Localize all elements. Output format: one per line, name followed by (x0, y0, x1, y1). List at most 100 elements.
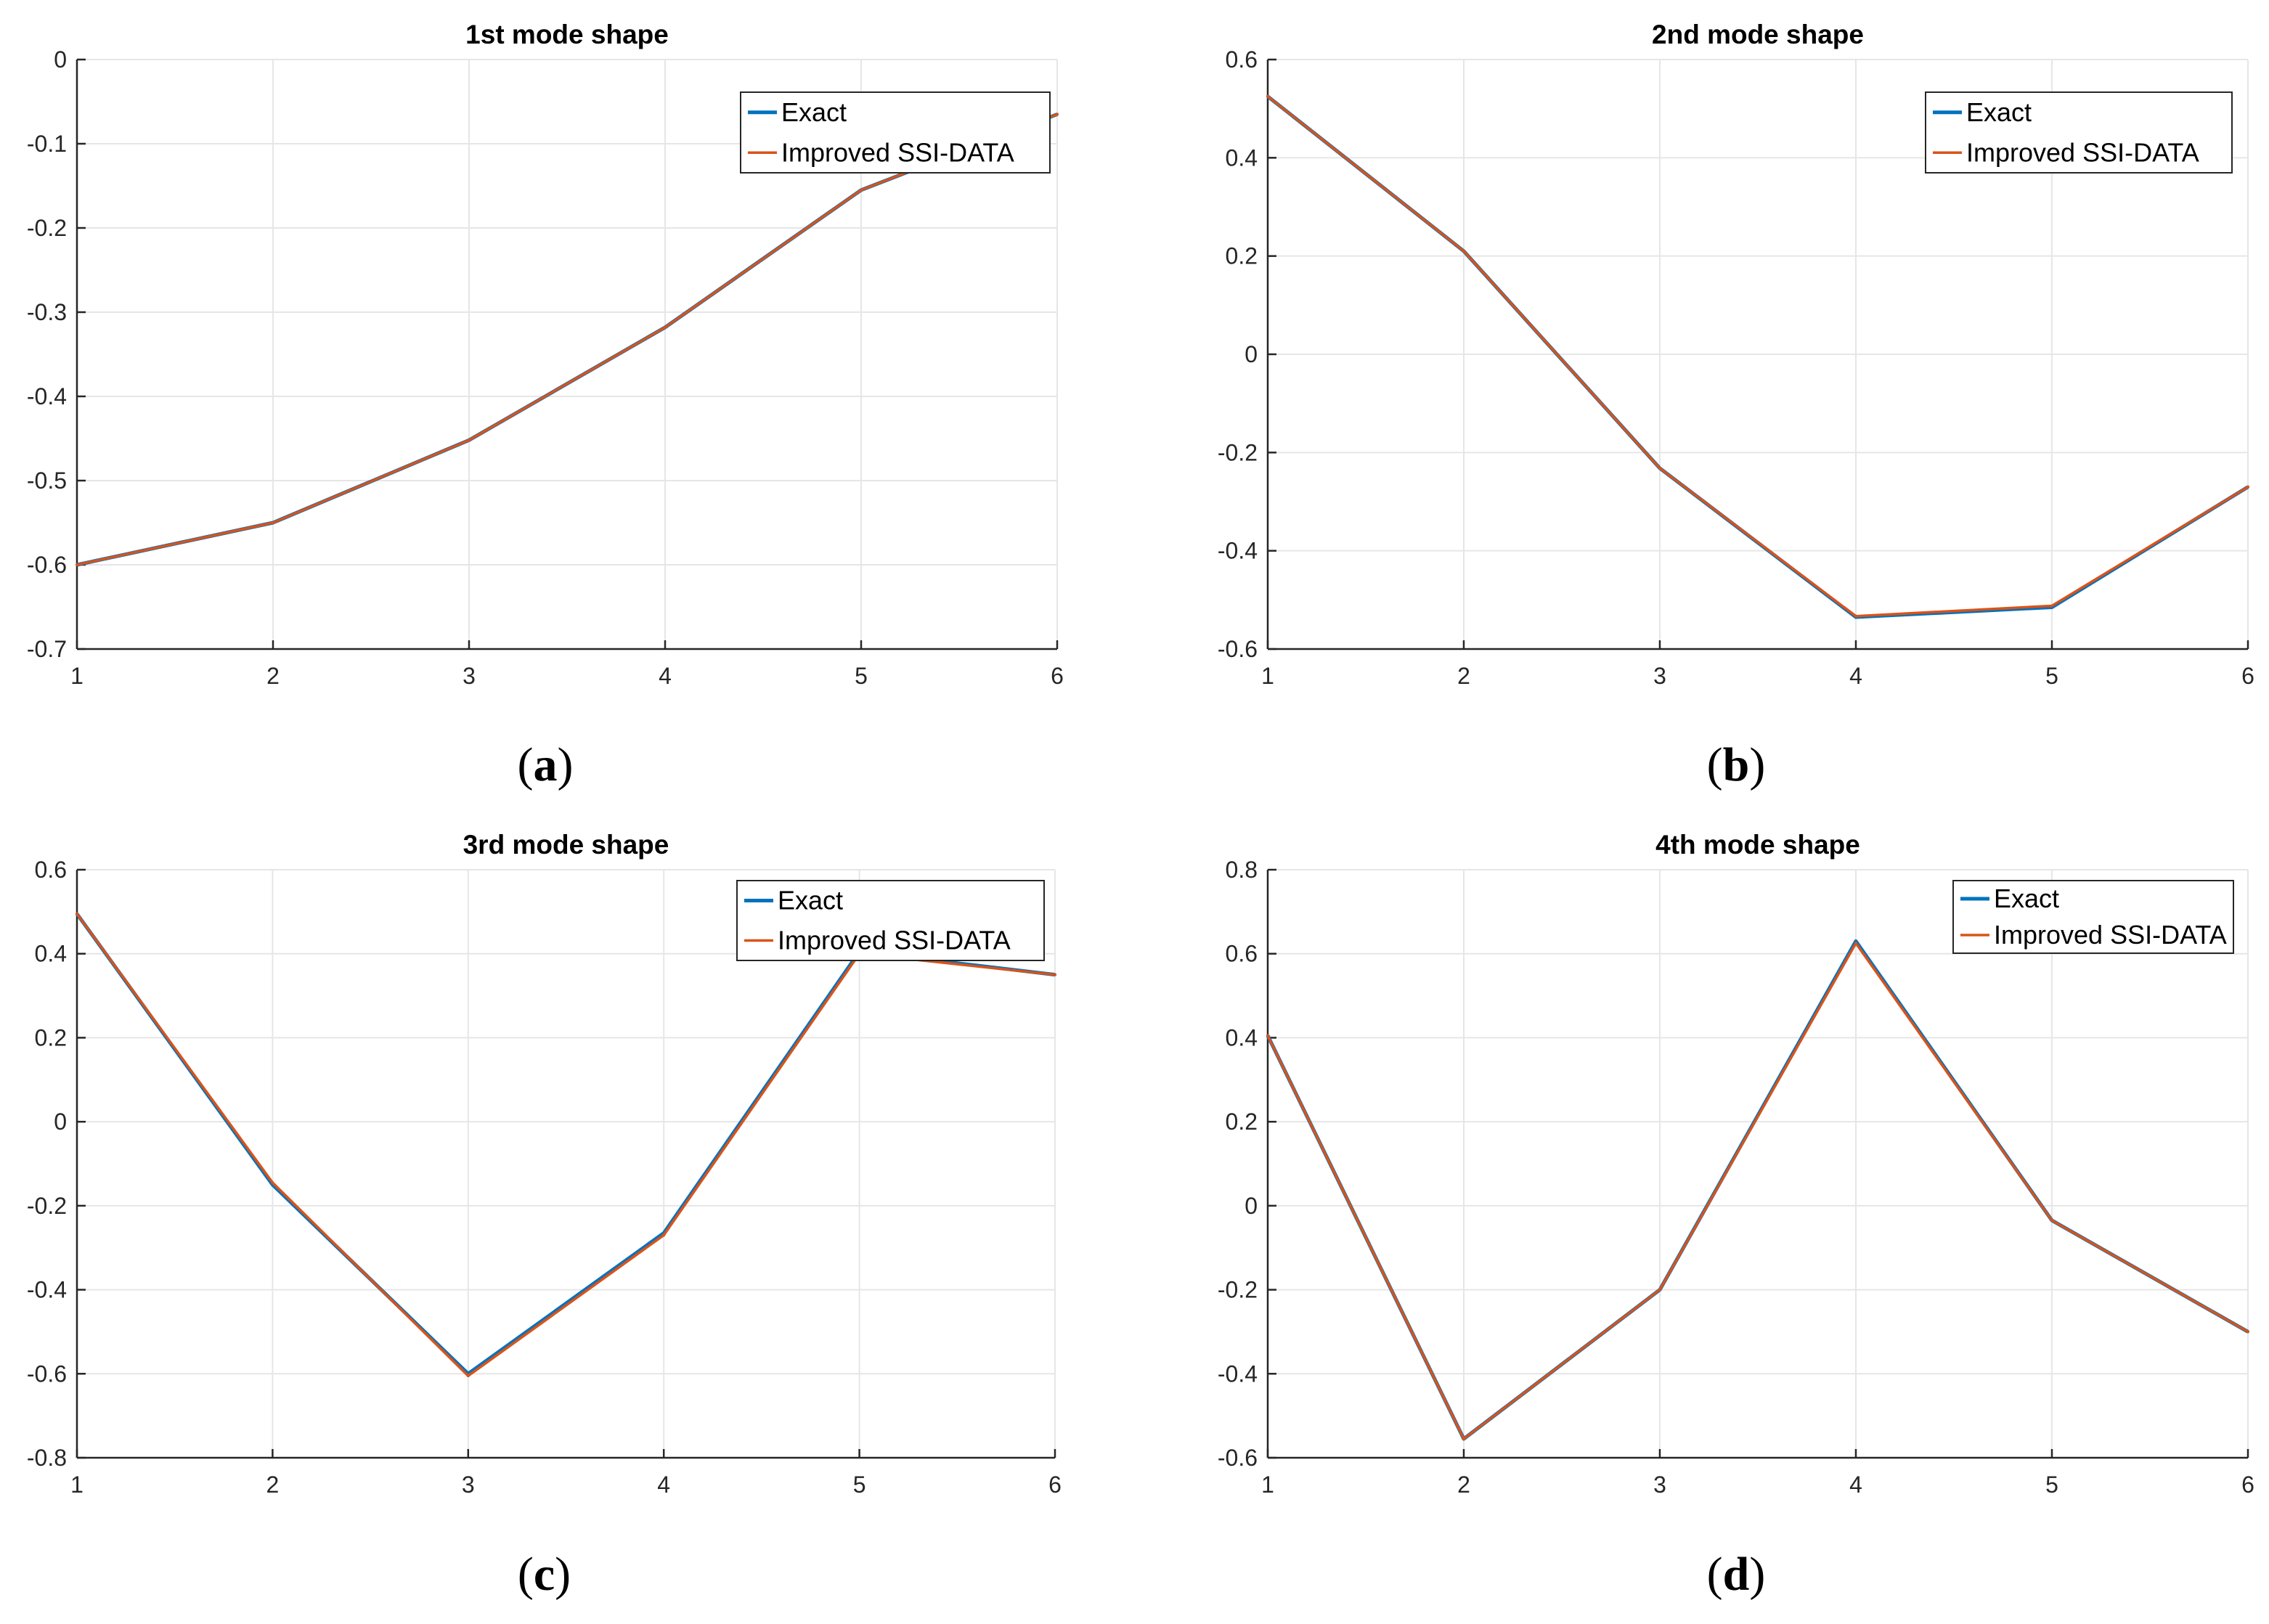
y-tick-label: -0.4 (27, 383, 67, 409)
x-tick-label: 6 (2241, 1472, 2254, 1498)
legend-box (1952, 880, 2234, 954)
y-tick-label: -0.2 (27, 1193, 67, 1219)
y-tick-label: -0.2 (1218, 439, 1258, 465)
data-point-improved (1266, 1034, 1269, 1037)
chart-title: 2nd mode shape (1652, 20, 1864, 49)
panel-caption: (d) (1707, 1548, 1766, 1601)
y-tick-label: -0.2 (1218, 1277, 1258, 1303)
data-point-improved (662, 1233, 666, 1237)
x-tick-label: 4 (1849, 663, 1862, 689)
y-tick-label: -0.8 (27, 1445, 67, 1471)
y-tick-label: 0 (54, 46, 67, 73)
caption-paren-close: ) (555, 1548, 571, 1601)
data-point-improved (76, 912, 78, 915)
series-line-improved (1266, 942, 2249, 1440)
y-tick-label: -0.7 (27, 636, 67, 662)
data-point-improved (1854, 942, 1857, 945)
y-tick-label: -0.1 (27, 131, 67, 157)
panel-caption: (a) (518, 738, 574, 791)
x-tick-label: 3 (463, 663, 476, 689)
series-line-exact (1266, 94, 2249, 619)
series-line-improved (76, 113, 1058, 566)
legend-label-exact: Exact (1994, 884, 2059, 913)
caption-paren-open: ( (518, 1548, 534, 1601)
x-tick-label: 6 (2241, 663, 2254, 689)
y-tick-label: 0.2 (1226, 1109, 1258, 1135)
caption-letter: d (1723, 1548, 1750, 1601)
data-point-improved (1056, 113, 1059, 116)
x-tick-label: 4 (657, 1472, 670, 1498)
legend-label-improved: Improved SSI-DATA (1966, 137, 2199, 167)
y-tick-label: 0 (1245, 1193, 1258, 1219)
x-tick-label: 5 (2045, 1472, 2058, 1498)
data-point-improved (1462, 249, 1465, 253)
data-point-improved (272, 521, 274, 524)
caption-letter: a (534, 738, 558, 791)
chart-title: 4th mode shape (1655, 830, 1860, 860)
series-line-improved (76, 913, 1056, 1377)
data-point-improved (1054, 973, 1056, 976)
y-tick-label: -0.4 (1218, 538, 1258, 564)
x-tick-label: 1 (1261, 1472, 1274, 1498)
data-point-improved (76, 563, 78, 566)
legend: Exact Improved SSI-DATA (1925, 91, 2233, 174)
data-point-exact (1854, 939, 1857, 943)
data-point-improved (1658, 1288, 1661, 1292)
x-tick-label: 2 (266, 1472, 280, 1498)
data-point-improved (1462, 1437, 1465, 1440)
legend: Exact Improved SSI-DATA (740, 91, 1051, 174)
x-tick-label: 3 (462, 1472, 475, 1498)
x-tick-label: 5 (853, 1472, 866, 1498)
data-point-improved (2050, 1219, 2053, 1223)
x-tick-label: 1 (70, 1472, 83, 1498)
legend-label-exact: Exact (778, 886, 843, 915)
data-point-improved (2246, 485, 2249, 489)
legend-label-improved: Improved SSI-DATA (778, 926, 1011, 955)
data-point-improved (1266, 94, 1269, 98)
data-point-improved (466, 1374, 470, 1378)
legend-box (736, 880, 1045, 961)
panel-caption: (b) (1707, 738, 1766, 791)
y-tick-label: -0.6 (27, 552, 67, 578)
y-tick-label: -0.6 (1218, 636, 1258, 662)
series-line-exact (76, 113, 1058, 567)
caption-paren-close: ) (558, 738, 574, 791)
x-tick-label: 6 (1048, 1472, 1062, 1498)
chart-title: 1st mode shape (465, 20, 669, 49)
caption-paren-open: ( (518, 738, 534, 791)
y-tick-label: 0.2 (35, 1024, 67, 1050)
legend: Exact Improved SSI-DATA (736, 880, 1045, 961)
y-tick-label: -0.4 (1218, 1360, 1258, 1387)
y-tick-label: -0.3 (27, 299, 67, 325)
x-tick-label: 3 (1653, 1472, 1666, 1498)
data-point-improved (1658, 466, 1661, 470)
y-tick-label: 0 (1245, 341, 1258, 367)
y-tick-label: -0.6 (1218, 1445, 1258, 1471)
chart-title: 3rd mode shape (463, 830, 669, 860)
y-tick-label: 0.4 (35, 941, 67, 967)
data-point-improved (2246, 1330, 2249, 1334)
y-tick-label: -0.4 (27, 1277, 67, 1303)
legend-box (740, 91, 1051, 174)
y-tick-label: 0.2 (1226, 243, 1258, 269)
caption-letter: b (1723, 738, 1750, 791)
x-tick-label: 3 (1653, 663, 1666, 689)
x-tick-label: 6 (1051, 663, 1064, 689)
series-line-improved (1266, 95, 2249, 618)
caption-paren-close: ) (1749, 738, 1765, 791)
chart-panel-b: -0.6 -0.4 -0.2 0 0.2 0.4 0.6 1 2 3 4 5 6 2nd mode sha… (1218, 20, 2254, 791)
data-point-improved (468, 438, 470, 442)
y-tick-label: 0.6 (1226, 941, 1258, 967)
caption-paren-open: ( (1707, 738, 1723, 791)
y-tick-label: 0.4 (1226, 144, 1258, 171)
series-line-exact (1266, 939, 2249, 1441)
legend-label-exact: Exact (781, 97, 847, 127)
x-tick-label: 5 (2045, 663, 2058, 689)
data-point-improved (2050, 604, 2053, 608)
y-tick-label: 0.6 (1226, 46, 1258, 73)
x-tick-label: 2 (1457, 1472, 1470, 1498)
y-tick-label: 0.6 (35, 857, 67, 883)
caption-paren-open: ( (1707, 1548, 1723, 1601)
y-tick-label: 0.4 (1226, 1024, 1258, 1050)
